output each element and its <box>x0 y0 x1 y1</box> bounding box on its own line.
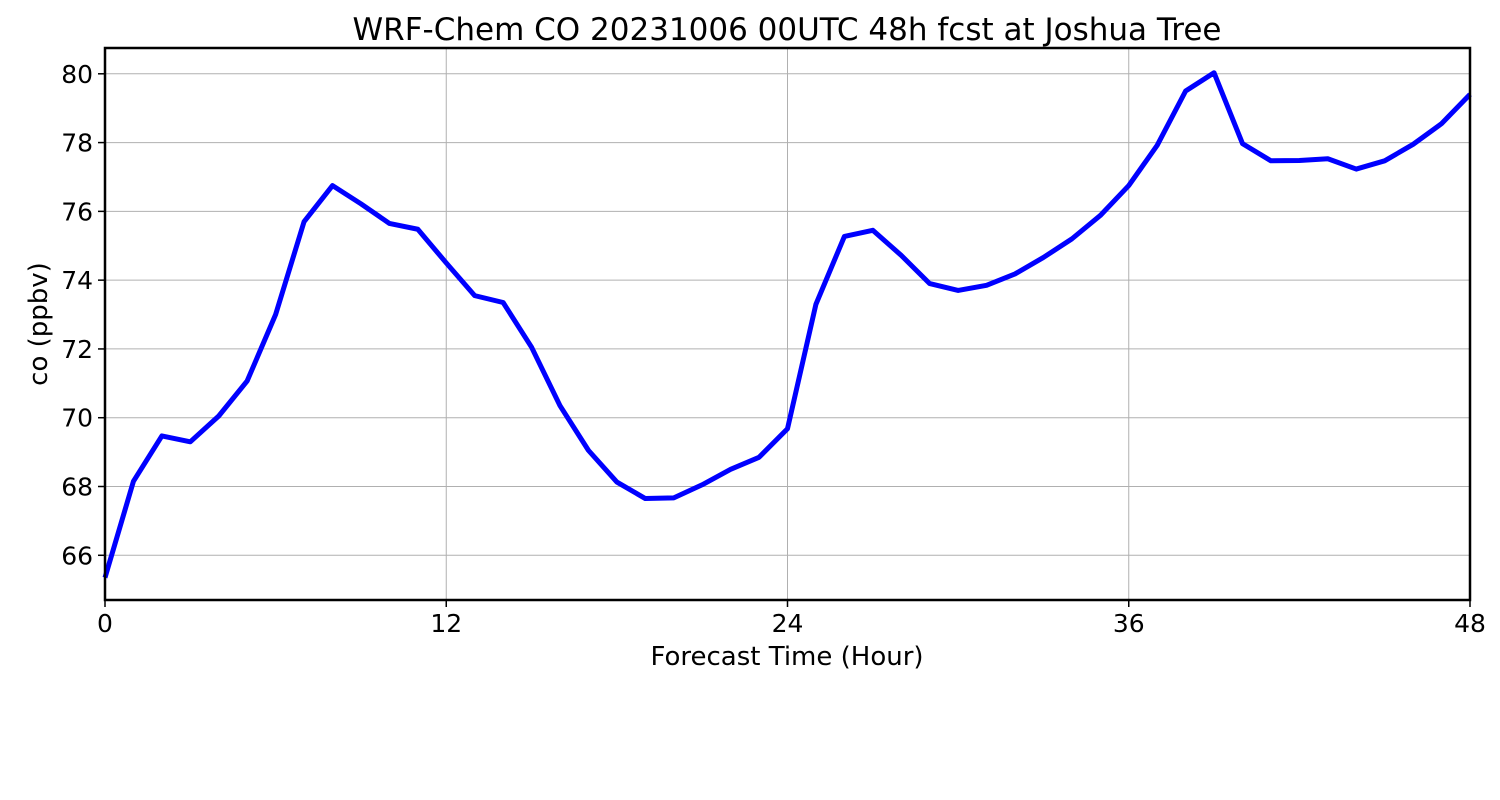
x-tick-label: 12 <box>430 609 462 638</box>
y-tick-label: 78 <box>61 129 93 158</box>
x-tick-label: 24 <box>772 609 804 638</box>
series-layer <box>102 70 1472 579</box>
y-tick-label: 74 <box>61 266 93 295</box>
y-tick-label: 72 <box>61 335 93 364</box>
y-tick-label: 76 <box>61 197 93 226</box>
y-tick-label: 68 <box>61 473 93 502</box>
y-tick-label: 80 <box>61 60 93 89</box>
x-tick-label: 48 <box>1454 609 1486 638</box>
grid <box>104 48 1471 600</box>
chart-title: WRF-Chem CO 20231006 00UTC 48h fcst at J… <box>353 12 1222 48</box>
ticks: 0 12 24 36 48 66 68 70 72 74 76 78 80 <box>61 60 1486 638</box>
x-tick-label: 36 <box>1113 609 1145 638</box>
y-tick-label: 70 <box>61 404 93 433</box>
x-tick-label: 0 <box>97 609 113 638</box>
y-axis-label: co (ppbv) <box>24 262 54 386</box>
x-axis-label: Forecast Time (Hour) <box>650 642 923 672</box>
y-tick-label: 66 <box>61 541 93 570</box>
series-line <box>102 70 1472 579</box>
